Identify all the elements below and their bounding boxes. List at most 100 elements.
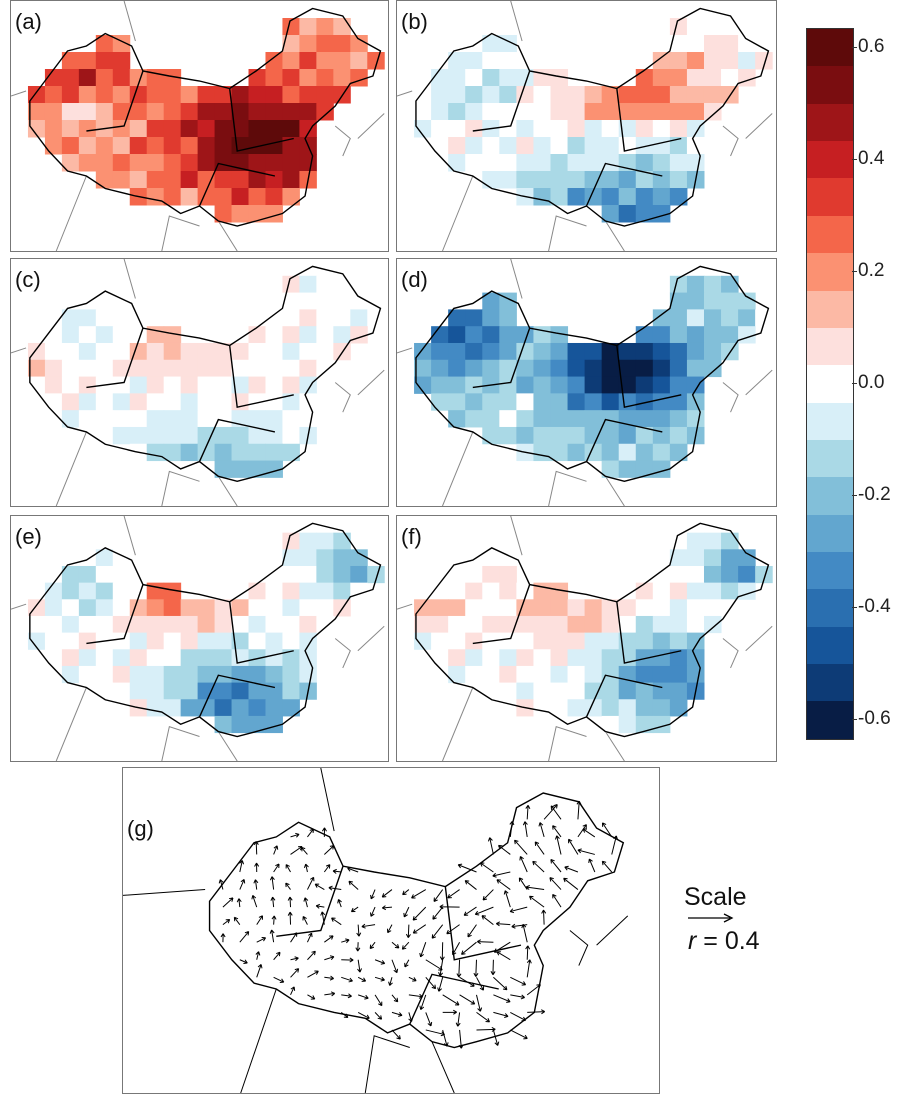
correlation-vector-arrow <box>425 976 437 990</box>
correlation-vector-arrow <box>391 1011 403 1017</box>
grid-cell <box>703 359 722 378</box>
correlation-vector-arrow <box>408 976 417 982</box>
grid-cell <box>635 460 654 478</box>
grid-cell <box>112 69 131 87</box>
grid-cell <box>482 342 500 361</box>
grid-cell <box>550 137 569 155</box>
grid-cell <box>533 154 551 172</box>
map-svg <box>123 768 629 1093</box>
grid-cell <box>584 103 603 121</box>
grid-cell <box>333 35 351 53</box>
grid-cell <box>703 103 722 121</box>
grid-cell <box>601 615 620 634</box>
grid-cell <box>584 599 603 617</box>
grid-cell <box>669 292 688 310</box>
grid-cell <box>550 410 569 428</box>
grid-cell <box>533 188 551 206</box>
correlation-vector-arrow <box>270 896 276 908</box>
grid-cell <box>282 292 300 310</box>
grid-cell <box>721 52 739 70</box>
grid-cell <box>112 582 131 600</box>
grid-cell <box>214 649 233 667</box>
grid-cell <box>95 393 114 411</box>
correlation-vector-arrow <box>323 864 331 873</box>
grid-cell <box>550 582 569 600</box>
grid-cell <box>567 393 586 411</box>
grid-cell <box>567 359 586 378</box>
grid-cell <box>635 120 654 138</box>
grid-cell <box>282 137 300 155</box>
grid-cell <box>214 154 233 172</box>
grid-cell <box>414 120 432 138</box>
grid-cell <box>703 565 722 584</box>
grid-cell <box>618 632 637 650</box>
grid-cell <box>248 86 266 104</box>
grid-cell <box>465 309 483 327</box>
correlation-vector-arrow <box>324 845 335 855</box>
grid-cell <box>265 682 283 700</box>
grid-cell <box>567 154 586 172</box>
grid-cell <box>214 410 233 428</box>
grid-cell <box>414 615 432 634</box>
grid-cell <box>533 137 551 155</box>
grid-cell <box>635 632 654 650</box>
grid-cell <box>95 410 114 428</box>
grid-cell <box>197 682 216 700</box>
grid-cell <box>282 615 300 634</box>
grid-cell <box>231 171 250 189</box>
grid-cell <box>635 342 654 361</box>
grid-cell <box>499 86 517 104</box>
grid-cell <box>146 426 165 445</box>
grid-cell <box>567 376 586 394</box>
grid-cell <box>44 103 63 121</box>
map-svg <box>397 1 773 251</box>
grid-cell <box>669 443 688 462</box>
grid-cell <box>163 376 182 394</box>
correlation-vector-arrow <box>568 838 579 855</box>
correlation-vector-arrow <box>521 923 528 943</box>
correlation-vector-arrow <box>403 906 410 918</box>
grid-cell <box>282 154 300 172</box>
correlation-vector-arrow <box>290 986 296 996</box>
grid-cell <box>618 376 637 394</box>
grid-cell <box>27 632 46 650</box>
correlation-vector-arrow <box>290 968 300 978</box>
grid-cell <box>465 632 483 650</box>
grid-cell <box>78 69 97 87</box>
panel-label: (b) <box>401 9 428 34</box>
correlation-vector-arrow <box>419 994 427 1010</box>
grid-cell <box>686 359 705 378</box>
grid-cell <box>584 649 603 667</box>
grid-cell <box>95 649 114 667</box>
grid-cell <box>499 52 517 70</box>
grid-cell <box>163 665 182 684</box>
correlation-vector-arrow <box>401 941 410 950</box>
grid-cell <box>601 426 620 445</box>
grid-cell <box>231 599 250 617</box>
grid-cell <box>516 103 534 121</box>
correlation-vector-arrow <box>256 936 267 943</box>
grid-cell <box>146 188 165 206</box>
grid-cell <box>129 86 148 104</box>
correlation-vector-arrow <box>302 916 308 925</box>
grid-cell <box>78 359 97 378</box>
grid-cell <box>214 205 233 223</box>
grid-cell <box>350 582 368 600</box>
grid-cell <box>448 342 466 361</box>
grid-cell <box>146 615 165 634</box>
grid-cell <box>652 103 671 121</box>
correlation-vector-arrow <box>601 860 613 873</box>
grid-cell <box>112 309 131 327</box>
grid-cell <box>584 426 603 445</box>
grid-cell <box>163 188 182 206</box>
panel-label: (a) <box>15 9 42 34</box>
grid-cell <box>499 565 517 584</box>
grid-cell <box>567 682 586 700</box>
grid-cell <box>499 632 517 650</box>
grid-cell <box>282 649 300 667</box>
grid-cell <box>533 665 551 684</box>
grid-cell <box>61 582 80 600</box>
correlation-vector-arrow <box>442 1029 449 1047</box>
grid-cell <box>635 205 654 223</box>
grid-cell <box>703 309 722 327</box>
